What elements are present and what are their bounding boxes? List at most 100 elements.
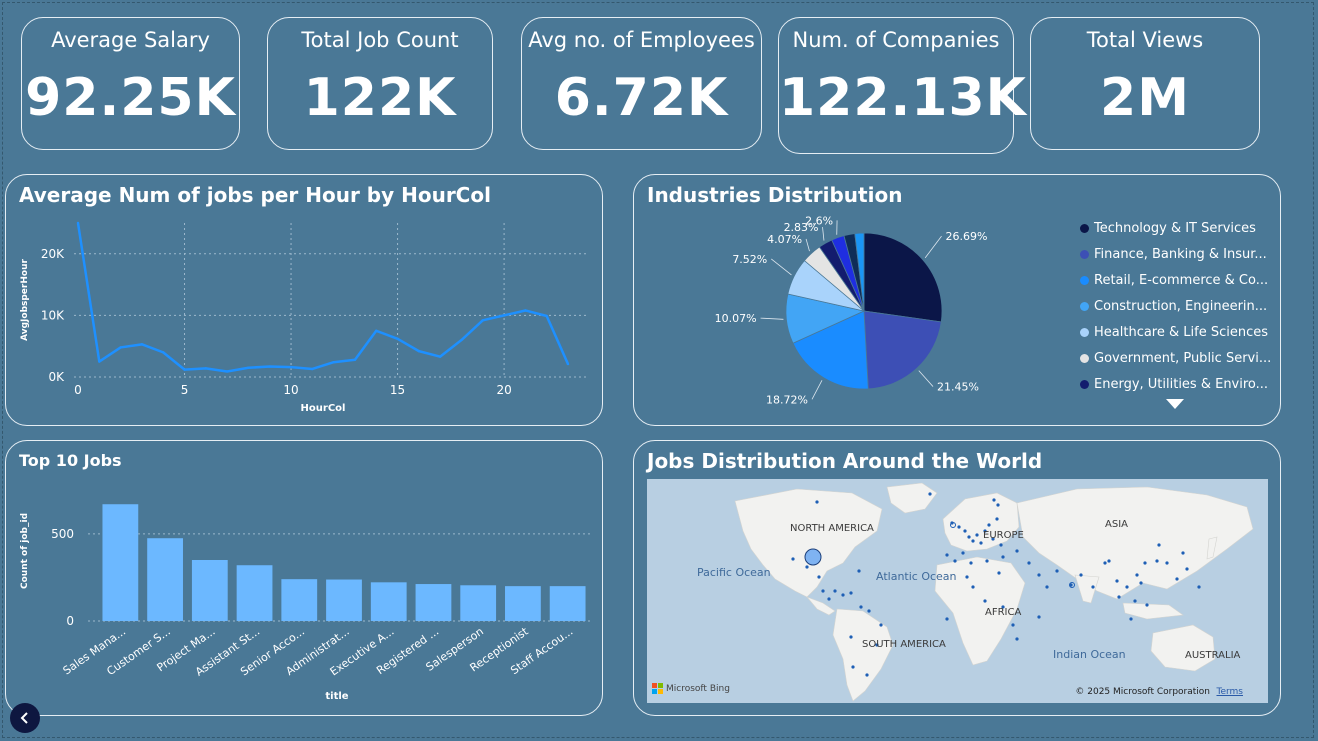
legend-item[interactable]: Government, Public Servi... <box>1080 345 1270 371</box>
line-point <box>438 355 442 358</box>
bar <box>281 579 318 621</box>
legend-dot <box>1080 327 1089 337</box>
continent-label: NORTH AMERICA <box>790 523 874 534</box>
bar <box>549 586 586 621</box>
pie-leader-line <box>811 380 823 400</box>
kpi-title: Total Views <box>1086 28 1204 52</box>
pie-data-label: 2.83% <box>784 221 819 234</box>
pie-slice <box>792 310 869 390</box>
map-terms-link[interactable]: Terms <box>1216 687 1243 697</box>
line-point <box>545 314 548 318</box>
panel-title: Jobs Distribution Around the World <box>647 449 1043 473</box>
legend-item[interactable]: Retail, E-commerce & Co... <box>1080 267 1270 293</box>
line-point <box>119 346 122 349</box>
legend-label: Construction, Engineerin... <box>1094 298 1268 314</box>
bar-chart-panel[interactable]: Top 10 Jobs 0 500 Sales Mana... Customer S.… <box>5 440 603 716</box>
chevron-left-icon <box>20 712 28 724</box>
bing-label: Microsoft Bing <box>666 683 730 694</box>
bar <box>415 584 452 621</box>
map-copyright: © 2025 Microsoft Corporation <box>1075 687 1210 697</box>
panel-title: Industries Distribution <box>647 183 903 207</box>
legend-label: Energy, Utilities & Enviro... <box>1094 376 1269 392</box>
legend-item[interactable]: Construction, Engineerin... <box>1080 293 1270 319</box>
legend-dot <box>1080 223 1089 233</box>
x-tick-label: 5 <box>181 383 189 397</box>
ocean-label: Atlantic Ocean <box>876 570 957 583</box>
continent-label: EUROPE <box>983 530 1024 541</box>
line-point <box>502 314 506 317</box>
line-point <box>417 349 421 353</box>
x-axis-label: HourCol <box>301 403 346 414</box>
pie-data-label: 18.72% <box>766 393 808 406</box>
pie-slice <box>854 232 865 312</box>
bar <box>236 565 273 621</box>
y-tick-label: 500 <box>51 527 74 541</box>
line-point <box>566 362 570 366</box>
kpi-card-num-companies[interactable]: Num. of Companies 122.13K <box>778 17 1026 154</box>
pie-data-label: 21.45% <box>937 381 979 394</box>
bar <box>326 579 362 621</box>
bing-logo: Microsoft Bing <box>652 683 730 694</box>
bar <box>460 585 497 621</box>
bar <box>191 560 228 621</box>
pie-slice <box>863 310 942 390</box>
bar <box>147 538 183 621</box>
line-point <box>140 343 144 346</box>
legend-label: Healthcare & Life Sciences <box>1094 324 1268 340</box>
line-point <box>162 351 165 354</box>
y-axis-label: AvgJobsperHour <box>20 259 30 341</box>
map-panel[interactable]: Jobs Distribution Around the World <box>633 440 1281 716</box>
ocean-label: Pacific Ocean <box>697 566 771 579</box>
kpi-card-total-views[interactable]: Total Views 2M <box>1030 17 1260 150</box>
line-point <box>311 367 314 371</box>
continent-label: ASIA <box>1105 519 1128 530</box>
kpi-card-average-salary[interactable]: Average Salary 92.25K <box>21 17 240 150</box>
legend-dot <box>1080 379 1089 389</box>
kpi-title: Num. of Companies <box>792 28 1000 52</box>
microsoft-logo-icon <box>652 683 663 694</box>
legend-item[interactable]: Healthcare & Life Sciences <box>1080 319 1270 345</box>
pie-chart: 26.69% 21.45% 18.72% 10.07% 7.52%4.07%2.83%2… <box>715 214 988 406</box>
kpi-card-avg-employees[interactable]: Avg no. of Employees 6.72K <box>521 17 762 150</box>
line-point <box>289 365 293 369</box>
legend-scroll-down-icon[interactable] <box>1166 399 1184 409</box>
pie-data-label: 2.6% <box>805 214 833 227</box>
y-tick-label: 20K <box>41 247 65 261</box>
back-button[interactable] <box>10 703 40 733</box>
ocean-label: Indian Ocean <box>1053 648 1126 661</box>
legend-item[interactable]: Finance, Banking & Insur... <box>1080 241 1270 267</box>
continent-label: SOUTH AMERICA <box>862 639 946 650</box>
pie-legend: Technology & IT Services Finance, Bankin… <box>1080 215 1270 397</box>
line-point <box>524 309 527 312</box>
pie-leader-line <box>918 370 934 387</box>
legend-dot <box>1080 301 1089 311</box>
pie-leader-line <box>771 258 792 276</box>
kpi-title: Average Salary <box>51 28 210 52</box>
bar <box>102 504 139 621</box>
line-point <box>481 319 484 322</box>
pie-data-label: 4.07% <box>767 233 802 246</box>
y-tick-label: 0K <box>48 370 65 384</box>
pie-slice <box>863 232 943 323</box>
map-landmasses <box>734 482 1254 702</box>
pie-chart-panel[interactable]: Industries Distribution 26.69% 21.45% 18.7… <box>633 174 1281 426</box>
legend-item[interactable]: Technology & IT Services <box>1080 215 1270 241</box>
continent-label: AFRICA <box>985 607 1022 618</box>
legend-item[interactable]: Energy, Utilities & Enviro... <box>1080 371 1270 397</box>
bar <box>505 586 541 621</box>
legend-dot <box>1080 275 1089 285</box>
kpi-value: 6.72K <box>554 68 729 128</box>
pie-leader-line <box>822 226 825 241</box>
line-point <box>396 337 399 341</box>
line-chart-panel[interactable]: Average Num of jobs per Hour by HourCol … <box>5 174 603 426</box>
x-tick-label: 10 <box>283 383 298 397</box>
pie-data-label: 7.52% <box>732 253 767 266</box>
kpi-card-total-job-count[interactable]: Total Job Count 122K <box>267 17 493 150</box>
line-chart: 0 5 10 15 20 0K 10K 20K HourCol AvgJobsperHour <box>20 221 588 414</box>
line-series <box>76 222 570 373</box>
x-tick-label: 20 <box>496 383 511 397</box>
world-map[interactable]: NORTH AMERICA EUROPE ASIA AFRICA SOUTH A… <box>647 479 1268 703</box>
y-tick-label: 0 <box>66 614 74 628</box>
line-point <box>460 338 463 342</box>
